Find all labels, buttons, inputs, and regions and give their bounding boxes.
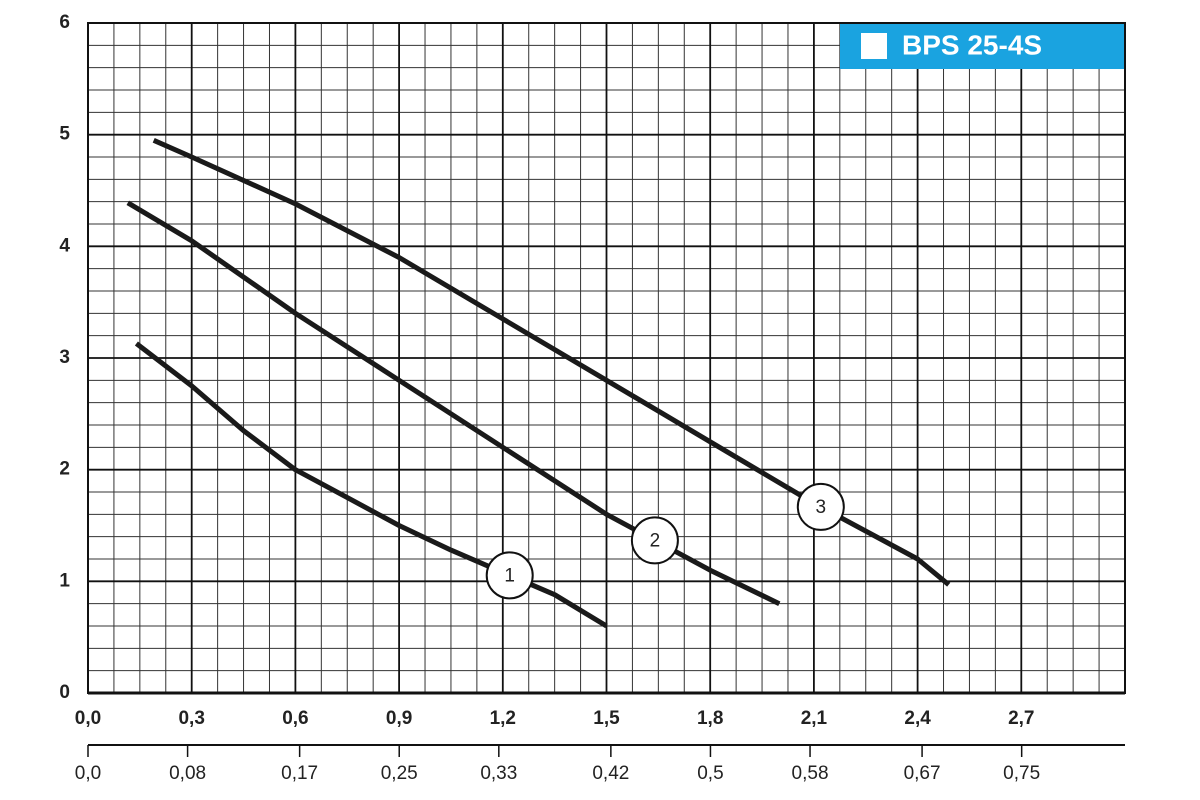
x2-tick-label: 0,08: [169, 763, 206, 784]
curve-label: 2: [650, 530, 661, 551]
x-tick-label: 0,0: [75, 708, 101, 729]
y-tick-label: 2: [59, 459, 70, 480]
x-tick-label: 1,8: [697, 708, 723, 729]
y-tick-label: 4: [59, 235, 70, 256]
curve: [134, 341, 608, 629]
x-tick-label: 1,5: [593, 708, 620, 729]
x-tick-label: 0,3: [178, 708, 204, 729]
y-tick-label: 3: [59, 347, 70, 368]
x-tick-label: 0,9: [386, 708, 412, 729]
x2-tick-label: 0,5: [697, 763, 723, 784]
y-tick-label: 0: [59, 682, 70, 703]
curve: [152, 138, 951, 587]
x2-tick-label: 0,58: [792, 763, 829, 784]
curve: [126, 200, 781, 606]
x-tick-label: 2,1: [801, 708, 828, 729]
title-swatch: [861, 33, 887, 59]
title-box: [840, 23, 1124, 69]
x-tick-label: 1,2: [490, 708, 516, 729]
x-tick-label: 0,6: [282, 708, 308, 729]
x2-tick-label: 0,25: [381, 763, 418, 784]
curve-label: 1: [504, 565, 515, 586]
x2-tick-label: 0,75: [1003, 763, 1040, 784]
x2-tick-label: 0,0: [75, 763, 101, 784]
chart-title: BPS 25-4S: [902, 29, 1042, 60]
y-tick-label: 1: [59, 570, 70, 591]
x2-tick-label: 0,33: [480, 763, 517, 784]
x2-tick-label: 0,42: [592, 763, 629, 784]
grid: [87, 22, 1125, 694]
curve-label: 3: [816, 497, 827, 518]
y-tick-label: 6: [59, 12, 70, 33]
x2-tick-label: 0,17: [281, 763, 318, 784]
curve-label-circle: [485, 551, 534, 600]
x-tick-label: 2,7: [1008, 708, 1034, 729]
curve-label-circle: [796, 482, 845, 531]
x2-tick-label: 0,67: [904, 763, 941, 784]
y-tick-label: 5: [59, 124, 70, 145]
x-tick-label: 2,4: [904, 708, 931, 729]
curve-label-circle: [630, 516, 679, 565]
